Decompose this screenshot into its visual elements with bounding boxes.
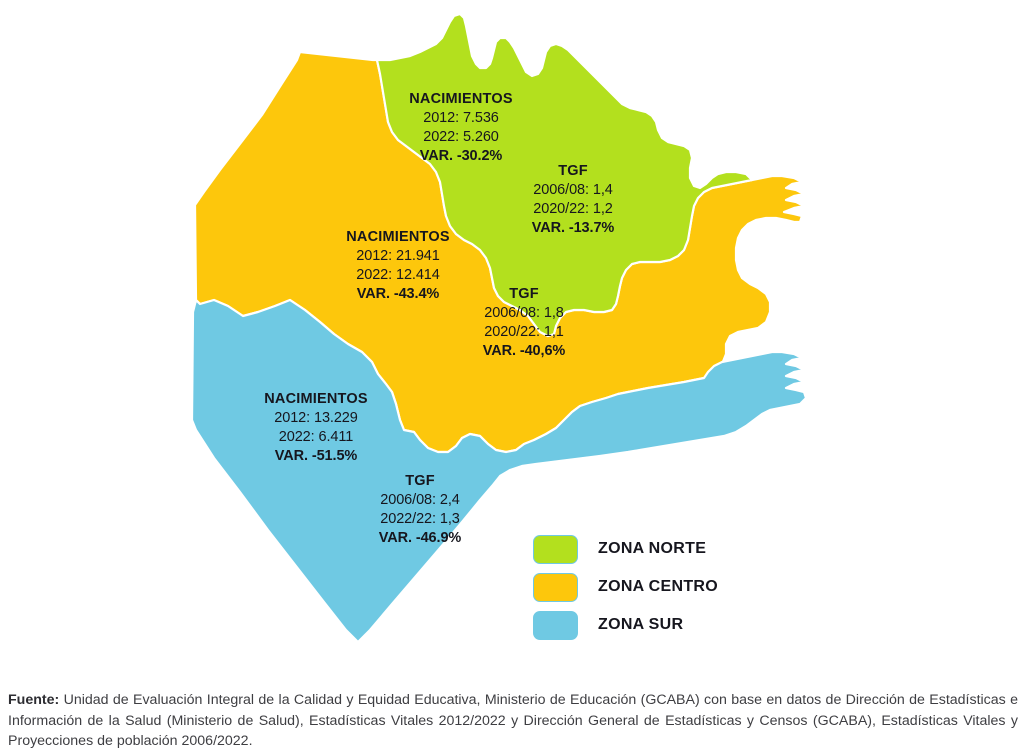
callout-title: NACIMIENTOS: [264, 391, 368, 407]
callout-zona-sur-nacimientos: NACIMIENTOS 2012: 13.229 2022: 6.411 VAR…: [236, 390, 396, 465]
callout-row-first: 2006/08: 1,8: [484, 304, 564, 321]
callout-title: NACIMIENTOS: [346, 229, 450, 245]
callout-row-2012: 2012: 7.536: [423, 109, 499, 126]
callout-zona-centro-tgf: TGF 2006/08: 1,8 2020/22: 1,1 VAR. -40,6…: [444, 285, 604, 360]
callout-title: TGF: [509, 286, 539, 302]
source-note-label: Fuente:: [8, 692, 60, 709]
legend-item-zona-sur[interactable]: ZONA SUR: [533, 606, 863, 644]
map-region-zona-norte[interactable]: [375, 12, 754, 338]
callout-row-2022: 2022: 12.414: [356, 266, 440, 283]
legend-item-label: ZONA CENTRO: [598, 578, 719, 595]
callout-row-second: 2022/22: 1,3: [380, 510, 460, 527]
legend-item-zona-norte[interactable]: ZONA NORTE: [533, 530, 863, 568]
callout-row-second: 2020/22: 1,2: [533, 200, 613, 217]
callout-zona-sur-tgf: TGF 2006/08: 2,4 2022/22: 1,3 VAR. -46.9…: [340, 472, 500, 547]
callout-row-first: 2006/08: 2,4: [380, 491, 460, 508]
callout-row-2012: 2012: 13.229: [274, 409, 358, 426]
callout-row-2012: 2012: 21.941: [356, 247, 440, 264]
choropleth-map-figure: NACIMIENTOS 2012: 7.536 2022: 5.260 VAR.…: [190, 12, 863, 644]
map-region-zona-sur[interactable]: [190, 298, 808, 644]
callout-row-2022: 2022: 6.411: [278, 428, 354, 445]
callout-row-var: VAR. -30.2%: [419, 147, 503, 164]
map-legend: ZONA NORTE ZONA CENTRO ZONA SUR: [533, 530, 863, 644]
callout-row-var: VAR. -40,6%: [482, 342, 566, 359]
callout-title: TGF: [405, 473, 435, 489]
callout-zona-norte-nacimientos: NACIMIENTOS 2012: 7.536 2022: 5.260 VAR.…: [386, 90, 536, 165]
callout-row-first: 2006/08: 1,4: [533, 181, 613, 198]
callout-row-var: VAR. -51.5%: [274, 447, 358, 464]
callout-title: TGF: [558, 163, 588, 179]
callout-row-2022: 2022: 5.260: [423, 128, 499, 145]
legend-swatch-icon: [533, 610, 578, 640]
callout-row-var: VAR. -43.4%: [356, 285, 440, 302]
callout-zona-centro-nacimientos: NACIMIENTOS 2012: 21.941 2022: 12.414 VA…: [318, 228, 478, 303]
legend-item-label: ZONA SUR: [598, 616, 684, 633]
legend-swatch-icon: [533, 572, 578, 602]
legend-swatch-icon: [533, 534, 578, 564]
callout-title: NACIMIENTOS: [409, 91, 513, 107]
callout-row-var: VAR. -46.9%: [378, 529, 462, 546]
callout-row-var: VAR. -13.7%: [531, 219, 615, 236]
callout-zona-norte-tgf: TGF 2006/08: 1,4 2020/22: 1,2 VAR. -13.7…: [498, 162, 648, 237]
legend-item-label: ZONA NORTE: [598, 540, 707, 557]
callout-row-second: 2020/22: 1,1: [484, 323, 564, 340]
source-note: Fuente: Unidad de Evaluación Integral de…: [8, 690, 1018, 752]
legend-item-zona-centro[interactable]: ZONA CENTRO: [533, 568, 863, 606]
map-svg: [190, 12, 808, 644]
